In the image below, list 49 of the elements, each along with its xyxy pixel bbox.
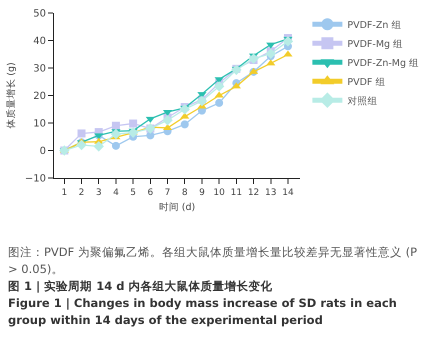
legend-label: PVDF-Zn-Mg 组 [347, 56, 420, 69]
point [196, 96, 208, 106]
x-tick-label: 13 [265, 188, 276, 198]
point [180, 104, 190, 114]
x-tick-label: 14 [282, 188, 294, 198]
point [215, 98, 224, 107]
point [214, 81, 224, 92]
x-tick-label: 1 [61, 188, 68, 198]
x-tick-label: 5 [130, 188, 136, 198]
point [110, 128, 122, 140]
point [112, 142, 120, 150]
legend-label: PVDF 组 [347, 76, 386, 88]
legend-label: PVDF-Mg 组 [347, 38, 404, 50]
legend-label: 对照组 [347, 94, 378, 107]
point [94, 141, 104, 152]
point [76, 140, 87, 150]
x-tick-label: 12 [248, 188, 260, 198]
x-tick-label: 3 [96, 188, 102, 198]
point [129, 120, 138, 128]
point [180, 120, 189, 128]
y-tick-label: −10 [24, 174, 46, 184]
y-tick-label: 10 [33, 118, 46, 130]
x-tick-label: 10 [213, 188, 226, 198]
y-tick-label: 30 [33, 64, 46, 74]
y-axis-title: 体质量增长 (g) [5, 62, 18, 129]
y-tick-label: 50 [33, 8, 46, 20]
point [112, 122, 120, 130]
point [266, 48, 276, 59]
point [282, 36, 294, 47]
caption: 图 1 | 实验周期 14 d 内各组大鼠体质量增长变化 [8, 278, 274, 295]
point [248, 53, 259, 64]
point [162, 115, 173, 126]
caption: Figure 1 | Changes in body mass increase of SD rats in each group within 14 days of the experimental period [8, 295, 398, 329]
text: 图注：PVDF 为聚偏氟乙烯。各组大鼠体质量增长量比较差异无显著性意义 (P > 0.05)。 [8, 244, 418, 278]
point [78, 129, 86, 138]
legend-label: PVDF-Zn 组 [347, 18, 402, 31]
x-tick-label: 4 [113, 188, 120, 198]
x-tick-label: 2 [78, 188, 84, 198]
y-tick-label: 0 [40, 146, 46, 157]
y-tick-label: 20 [33, 91, 46, 102]
point [128, 127, 138, 138]
point [231, 64, 242, 76]
x-tick-label: 9 [199, 188, 206, 198]
x-axis-title: 时间 (d) [158, 200, 196, 213]
x-tick-label: 11 [230, 188, 242, 198]
x-tick-label: 6 [147, 188, 154, 198]
y-tick-label: 40 [33, 36, 46, 47]
x-tick-label: 8 [182, 188, 188, 198]
x-tick-label: 7 [164, 188, 170, 198]
